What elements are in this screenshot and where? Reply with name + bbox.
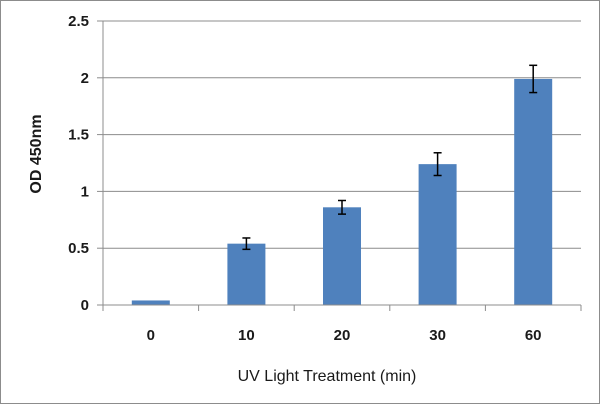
x-tick-labels: 0 10 20 30 60	[147, 327, 542, 344]
y-axis-title: OD 450nm	[28, 114, 45, 193]
x-tick-label: 60	[525, 327, 542, 344]
bar	[131, 300, 170, 305]
x-axis-title: UV Light Treatment (min)	[238, 368, 417, 385]
y-tick-label: 2	[81, 70, 89, 87]
y-tick-label: 1	[81, 183, 89, 200]
y-tick-label: 0.5	[68, 240, 89, 257]
bars	[131, 78, 553, 305]
bar	[227, 243, 266, 305]
x-tick-label: 20	[334, 327, 351, 344]
x-tick-label: 10	[238, 327, 255, 344]
x-tick-label: 30	[429, 327, 446, 344]
y-tick-label: 1.5	[68, 127, 89, 144]
x-tick-label: 0	[147, 327, 155, 344]
y-tick-label: 0	[81, 297, 89, 314]
bar	[418, 164, 457, 305]
bar	[514, 78, 553, 305]
error-bars	[242, 64, 538, 251]
gridlines	[103, 20, 581, 249]
axes	[97, 20, 582, 311]
y-tick-labels: 0 0.5 1 1.5 2 2.5	[68, 13, 89, 314]
y-tick-label: 2.5	[68, 13, 89, 30]
bar	[323, 207, 361, 305]
